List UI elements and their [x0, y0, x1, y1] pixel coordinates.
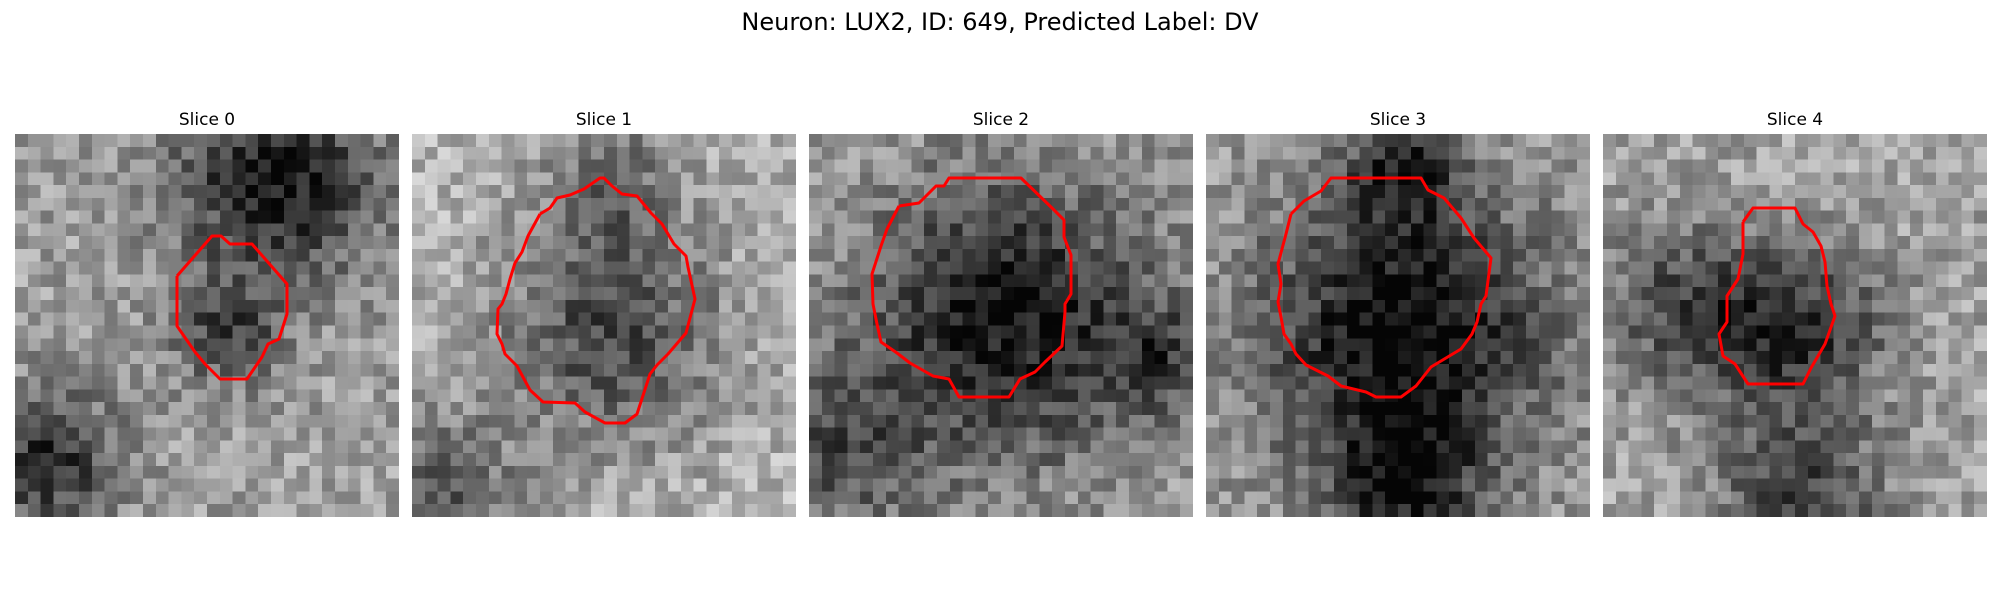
slice-title: Slice 4 — [1766, 110, 1824, 130]
slice-panel-0: Slice 0 — [15, 108, 399, 517]
slice-panel-1: Slice 1 — [412, 108, 796, 517]
slice-image — [412, 134, 796, 517]
slice-image — [15, 134, 399, 517]
roi-contour — [495, 176, 697, 425]
roi-contour — [870, 176, 1073, 399]
slice-image — [1206, 134, 1590, 517]
roi-contour — [1276, 176, 1493, 399]
slice-title: Slice 2 — [972, 110, 1030, 130]
roi-contour — [175, 234, 289, 381]
slice-panel-2: Slice 2 — [809, 108, 1193, 517]
slice-title: Slice 3 — [1369, 110, 1427, 130]
slice-title: Slice 0 — [178, 110, 236, 130]
slice-panel-4: Slice 4 — [1603, 108, 1987, 517]
roi-contour — [1717, 206, 1837, 386]
slice-image — [809, 134, 1193, 517]
slice-image — [1603, 134, 1987, 517]
slice-title: Slice 1 — [575, 110, 633, 130]
figure-title: Neuron: LUX2, ID: 649, Predicted Label: … — [741, 8, 1259, 36]
slice-panel-3: Slice 3 — [1206, 108, 1590, 517]
